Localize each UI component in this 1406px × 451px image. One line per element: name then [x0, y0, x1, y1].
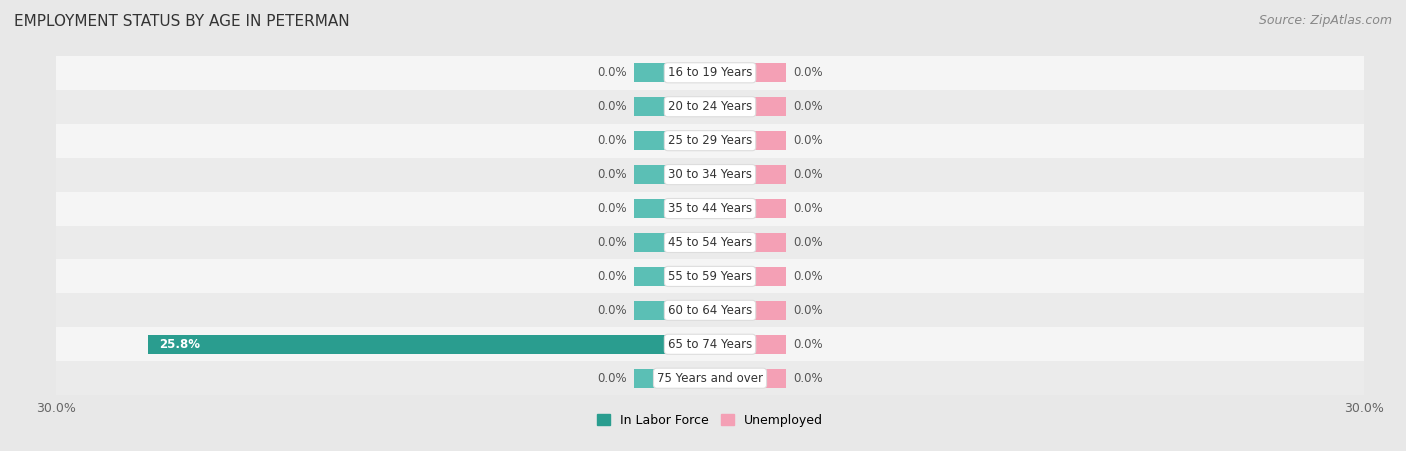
Bar — [710, 369, 786, 387]
Bar — [634, 165, 710, 184]
Text: EMPLOYMENT STATUS BY AGE IN PETERMAN: EMPLOYMENT STATUS BY AGE IN PETERMAN — [14, 14, 350, 28]
Bar — [634, 267, 710, 286]
Text: 0.0%: 0.0% — [793, 236, 823, 249]
Bar — [710, 335, 786, 354]
Text: 25 to 29 Years: 25 to 29 Years — [668, 134, 752, 147]
Bar — [56, 259, 1364, 293]
Text: 20 to 24 Years: 20 to 24 Years — [668, 100, 752, 113]
Text: 65 to 74 Years: 65 to 74 Years — [668, 338, 752, 351]
Text: 30 to 34 Years: 30 to 34 Years — [668, 168, 752, 181]
Text: 0.0%: 0.0% — [598, 168, 627, 181]
Text: 0.0%: 0.0% — [793, 202, 823, 215]
Text: 0.0%: 0.0% — [598, 236, 627, 249]
Text: 0.0%: 0.0% — [598, 372, 627, 385]
Text: 0.0%: 0.0% — [793, 304, 823, 317]
Text: 0.0%: 0.0% — [793, 66, 823, 79]
Bar — [634, 233, 710, 252]
Bar — [710, 97, 786, 116]
Bar — [148, 335, 710, 354]
Text: 75 Years and over: 75 Years and over — [657, 372, 763, 385]
Bar — [710, 301, 786, 320]
Text: 0.0%: 0.0% — [598, 100, 627, 113]
Text: 0.0%: 0.0% — [598, 66, 627, 79]
Text: 0.0%: 0.0% — [793, 134, 823, 147]
Text: 0.0%: 0.0% — [793, 338, 823, 351]
Bar — [710, 199, 786, 218]
Legend: In Labor Force, Unemployed: In Labor Force, Unemployed — [592, 409, 828, 432]
Text: 0.0%: 0.0% — [598, 304, 627, 317]
Bar — [634, 97, 710, 116]
Bar — [56, 90, 1364, 124]
Bar — [634, 369, 710, 387]
Text: 0.0%: 0.0% — [793, 372, 823, 385]
Text: 0.0%: 0.0% — [598, 134, 627, 147]
Bar — [56, 361, 1364, 395]
Bar — [56, 124, 1364, 158]
Text: 45 to 54 Years: 45 to 54 Years — [668, 236, 752, 249]
Text: 25.8%: 25.8% — [159, 338, 200, 351]
Text: 60 to 64 Years: 60 to 64 Years — [668, 304, 752, 317]
Text: 55 to 59 Years: 55 to 59 Years — [668, 270, 752, 283]
Bar — [634, 301, 710, 320]
Text: 0.0%: 0.0% — [598, 270, 627, 283]
Text: 0.0%: 0.0% — [793, 168, 823, 181]
Bar — [710, 165, 786, 184]
Bar — [710, 233, 786, 252]
Bar — [634, 131, 710, 150]
Bar — [710, 267, 786, 286]
Bar — [56, 293, 1364, 327]
Bar — [634, 64, 710, 82]
Bar — [56, 56, 1364, 90]
Bar — [56, 192, 1364, 226]
Bar — [710, 64, 786, 82]
Bar — [634, 199, 710, 218]
Bar — [710, 131, 786, 150]
Text: Source: ZipAtlas.com: Source: ZipAtlas.com — [1258, 14, 1392, 27]
Text: 16 to 19 Years: 16 to 19 Years — [668, 66, 752, 79]
Bar — [56, 327, 1364, 361]
Text: 0.0%: 0.0% — [793, 270, 823, 283]
Bar — [56, 226, 1364, 259]
Bar — [56, 158, 1364, 192]
Text: 0.0%: 0.0% — [793, 100, 823, 113]
Text: 35 to 44 Years: 35 to 44 Years — [668, 202, 752, 215]
Text: 0.0%: 0.0% — [598, 202, 627, 215]
